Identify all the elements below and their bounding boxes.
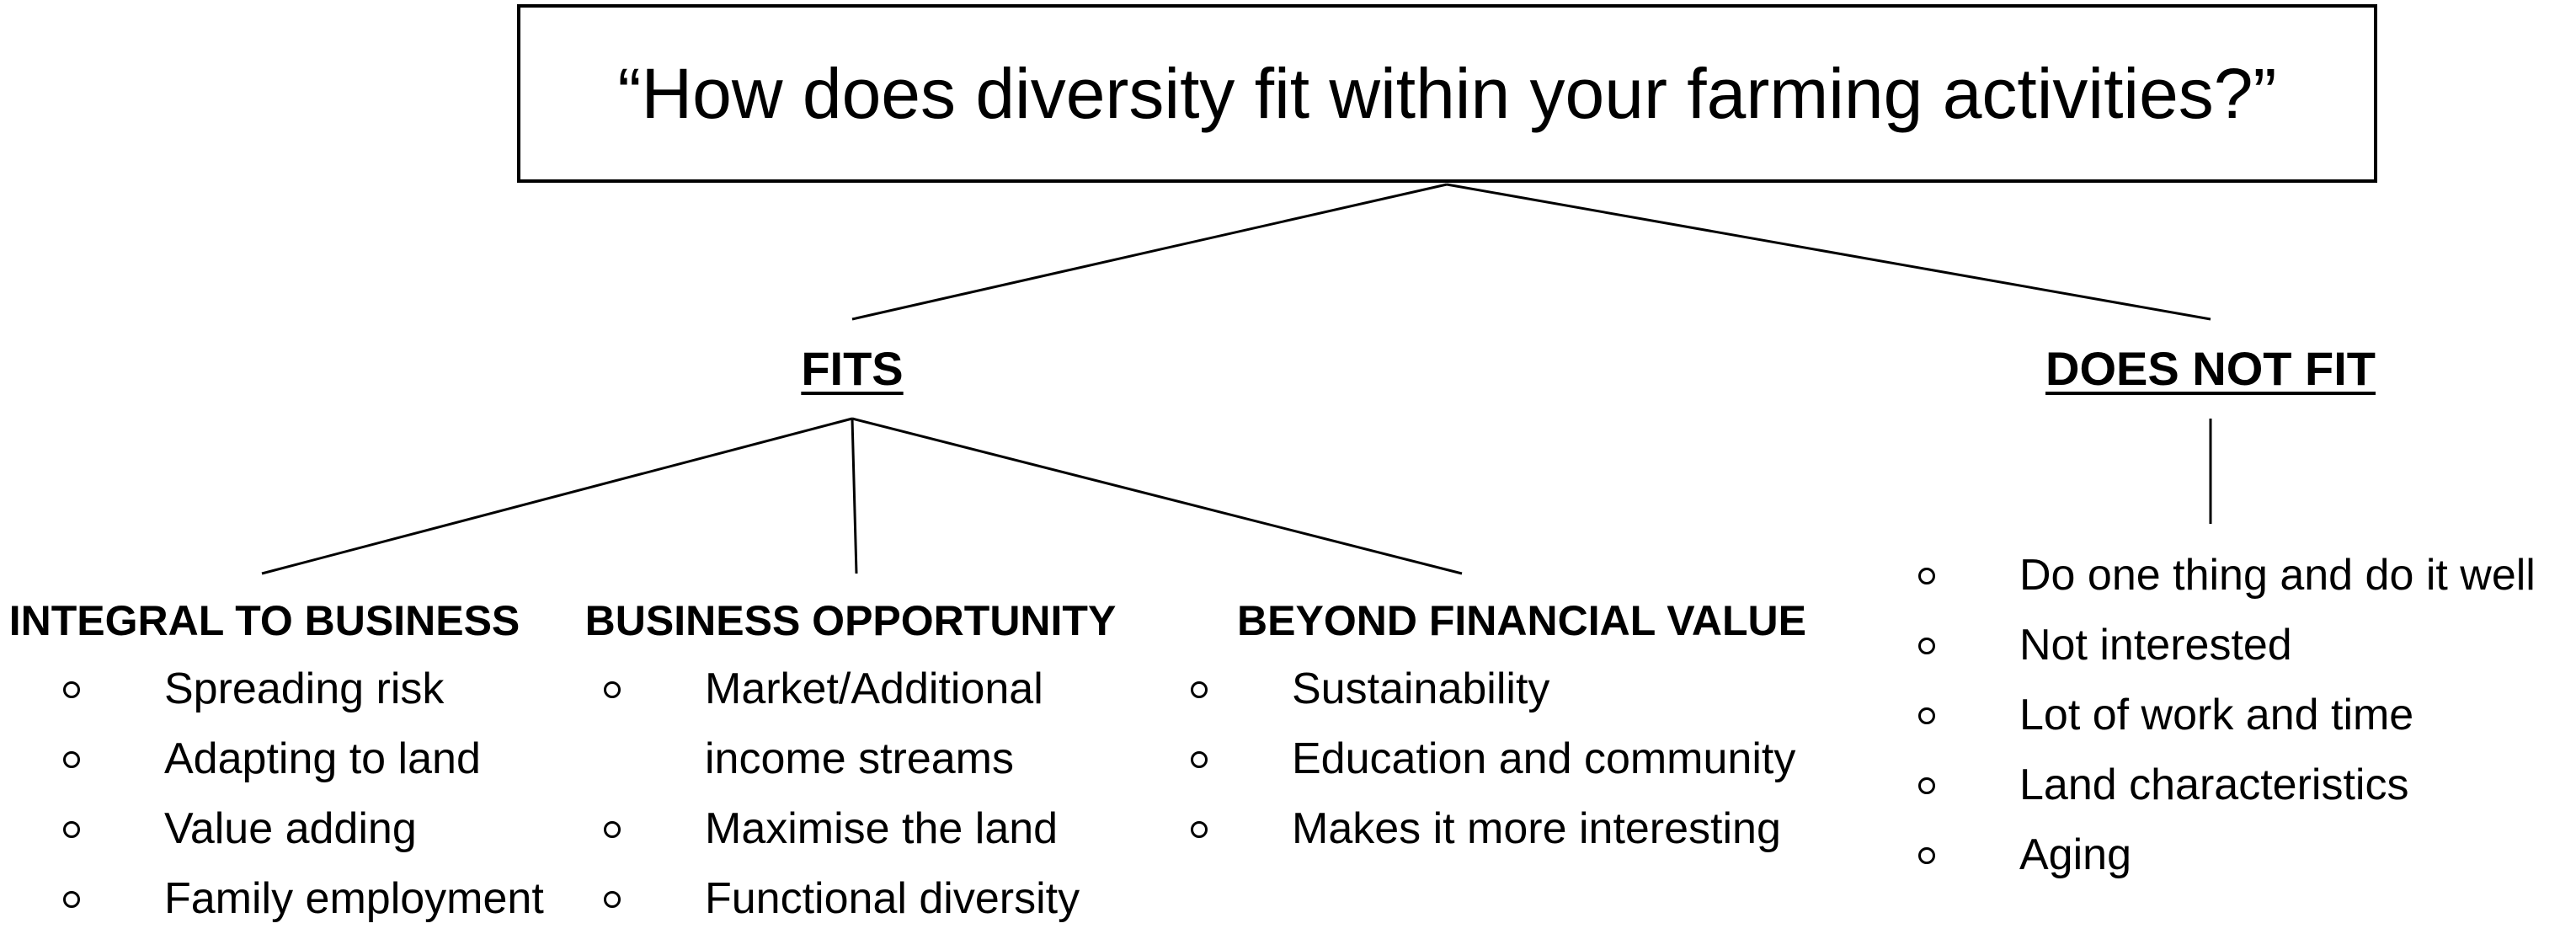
list-item-text: Land characteristics — [2019, 761, 2409, 809]
connector-question-to-does-not-fit — [1446, 183, 2211, 321]
question-box: “How does diversity fit within your farm… — [517, 4, 2377, 183]
question-text: “How does diversity fit within your farm… — [617, 53, 2277, 133]
circle-bullet-icon — [46, 794, 97, 864]
category-business-opportunity-title: BUSINESS OPPORTUNITY — [584, 597, 1117, 644]
circle-bullet-icon — [1901, 680, 1952, 750]
list-item-text: Functional diversity — [705, 874, 1080, 923]
circle-bullet-icon — [1174, 794, 1224, 864]
list-item-text: Do one thing and do it well — [2019, 551, 2536, 600]
category-integral-to-business-title: INTEGRAL TO BUSINESS — [8, 597, 520, 644]
list-item-text: Value adding — [164, 804, 417, 853]
list-item-text: Aging — [2019, 830, 2131, 879]
list-item-text: Adapting to land — [164, 734, 481, 783]
circle-bullet-icon — [1901, 820, 1952, 890]
circle-bullet-icon — [1174, 654, 1224, 724]
list-item-text: Market/Additional income streams — [705, 664, 1043, 783]
connector-fits-to-integral — [261, 417, 853, 575]
list-item-text: Education and community — [1292, 734, 1796, 783]
circle-bullet-icon — [1174, 724, 1224, 794]
list-item-text: Sustainability — [1292, 664, 1550, 713]
circle-bullet-icon — [46, 724, 97, 794]
circle-bullet-icon — [1901, 541, 1952, 611]
list-item-text: Makes it more interesting — [1292, 804, 1781, 853]
circle-bullet-icon — [46, 654, 97, 724]
circle-bullet-icon — [46, 864, 97, 934]
connector-fits-to-beyond — [851, 417, 1463, 575]
circle-bullet-icon — [587, 794, 637, 864]
list-item-text: Family employment — [164, 874, 544, 923]
list-item-text: Spreading risk — [164, 664, 445, 713]
circle-bullet-icon — [1901, 611, 1952, 680]
branch-does-not-fit-label: DOES NOT FIT — [2045, 342, 2376, 395]
list-item-text: Lot of work and time — [2019, 691, 2414, 739]
circle-bullet-icon — [1901, 750, 1952, 820]
circle-bullet-icon — [587, 654, 637, 724]
connector-fits-to-opportunity — [851, 418, 858, 574]
category-beyond-financial-value-title: BEYOND FINANCIAL VALUE — [1237, 597, 1806, 644]
list-item-text: Not interested — [2019, 621, 2292, 670]
list-item-text: Maximise the land — [705, 804, 1059, 853]
circle-bullet-icon — [587, 864, 637, 934]
branch-fits-label: FITS — [801, 342, 904, 395]
connector-question-to-fits — [851, 183, 1448, 321]
